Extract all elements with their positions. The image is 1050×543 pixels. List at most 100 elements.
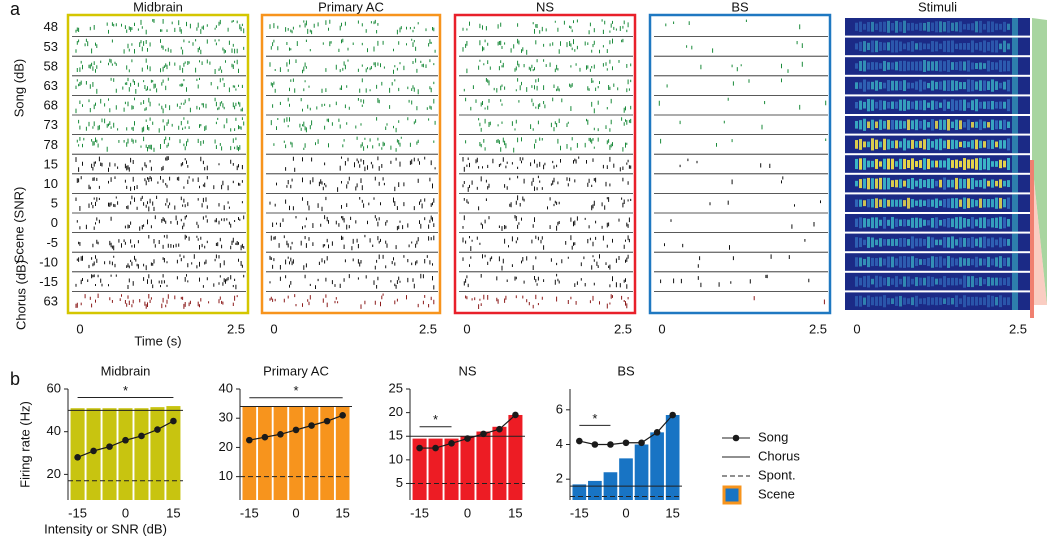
spectrogram-cell	[1007, 99, 1010, 112]
spectrogram-cell	[907, 119, 910, 131]
spectrogram-cell	[879, 161, 882, 167]
spectrogram-cell	[907, 256, 910, 268]
spectrogram-cell	[987, 157, 990, 171]
raster-spikes	[709, 200, 821, 207]
x-tick-label: 0	[622, 505, 629, 520]
spectrogram-cell	[871, 257, 874, 267]
axis-label: Time (s)	[134, 333, 181, 348]
spectrogram-cell	[903, 297, 906, 305]
raster-spikes	[670, 219, 815, 229]
spectrogram-cell	[907, 219, 910, 226]
spectrogram-cell	[1007, 43, 1010, 50]
spectrogram-cell	[955, 177, 958, 190]
spectrogram-cell	[967, 102, 970, 109]
spectrogram-cell	[887, 101, 890, 109]
spectrogram-cell	[987, 295, 990, 308]
x-tick-label: 15	[508, 505, 522, 520]
spectrogram-cell	[871, 297, 874, 306]
line-point	[106, 443, 113, 450]
spectrogram-cell	[979, 101, 982, 109]
spectrogram-cell	[975, 180, 978, 187]
spectrogram-cell	[939, 219, 942, 226]
spectrogram-cell	[891, 180, 894, 187]
spectrogram-cell	[1003, 81, 1006, 90]
spectrogram-cell	[879, 177, 882, 190]
raster-spikes	[270, 78, 435, 95]
spectrogram-cell	[991, 21, 994, 33]
y-tick-label: 2	[556, 471, 563, 486]
spectrogram-cell	[855, 180, 858, 187]
spectrogram-cell	[987, 139, 990, 149]
spectrogram-cell	[979, 277, 982, 286]
spectrogram-cell	[875, 62, 878, 70]
spectrogram-cell	[947, 158, 950, 170]
spectrogram-cell	[927, 122, 930, 128]
line-point	[622, 439, 630, 447]
spectrogram-cell	[859, 257, 862, 267]
spectrogram-cell	[903, 80, 906, 92]
raster-spikes	[462, 215, 630, 231]
spectrogram-cell	[899, 22, 902, 32]
chart-title: BS	[617, 363, 635, 378]
spectrogram-cell	[927, 102, 930, 108]
spectrogram-cell	[915, 238, 918, 247]
spectrogram-cell	[875, 139, 878, 150]
legend-label: Scene	[758, 486, 795, 501]
raster-spikes	[270, 38, 436, 53]
spectrogram-cell	[911, 61, 914, 71]
spectrogram-cell	[879, 100, 882, 111]
spectrogram-cell	[891, 140, 894, 149]
raster-spikes	[664, 239, 806, 250]
spectrogram-cell	[915, 61, 918, 71]
spectrogram-cell	[923, 239, 926, 246]
spectrogram-cell	[931, 61, 934, 71]
spectrogram-cell	[855, 199, 858, 207]
spectrogram-cell	[1003, 40, 1006, 53]
raster-spikes	[76, 58, 239, 74]
spectrogram-cell	[947, 297, 950, 306]
raster-spikes	[462, 235, 630, 251]
raster-spikes	[285, 156, 436, 172]
spectrogram-cell	[931, 119, 934, 131]
x-tick-label: 0	[122, 505, 129, 520]
spectrogram-cell	[871, 21, 874, 32]
spectrogram-cell	[899, 99, 902, 111]
spectrogram-cell	[947, 21, 950, 33]
spectrogram-cell	[919, 42, 922, 51]
y-tick-label: 20	[389, 404, 403, 419]
spectrogram-cell	[971, 276, 974, 288]
bar	[118, 408, 133, 500]
spectrogram-cell	[963, 122, 966, 128]
spectrogram-cell	[959, 120, 962, 130]
row-label: 53	[44, 39, 58, 54]
spectrogram-cell	[899, 158, 902, 170]
raster-spikes	[462, 38, 624, 55]
spectrogram-cell	[987, 122, 990, 128]
spectrogram-cell	[927, 297, 930, 306]
line-point	[246, 436, 253, 444]
raster-spikes	[75, 19, 245, 35]
spectrogram-cell	[919, 199, 922, 207]
bar	[588, 480, 602, 500]
spectrogram-cell	[951, 22, 954, 31]
spectrogram-cell	[951, 139, 954, 150]
spectrogram-cell	[999, 60, 1002, 72]
spectrogram-cell	[859, 82, 862, 89]
raster-spikes	[700, 61, 803, 73]
raster-spikes	[462, 156, 632, 172]
spectrogram-cell	[871, 198, 874, 208]
spectrogram-cell	[975, 121, 978, 128]
spectrogram-cell	[927, 236, 930, 249]
spectrogram-cell	[931, 41, 934, 52]
spectrogram-cell	[879, 81, 882, 90]
bar	[304, 406, 319, 500]
spectrogram-cell	[975, 219, 978, 227]
spectrogram-cell	[991, 258, 994, 266]
spectrogram-cell	[867, 141, 870, 148]
spectrogram-cell	[1003, 140, 1006, 149]
spectrogram-cell	[871, 138, 874, 151]
spectrogram-cell	[887, 120, 890, 130]
bar	[476, 431, 491, 500]
spectrogram-cell	[975, 158, 978, 170]
spectrogram-cell	[999, 216, 1002, 229]
